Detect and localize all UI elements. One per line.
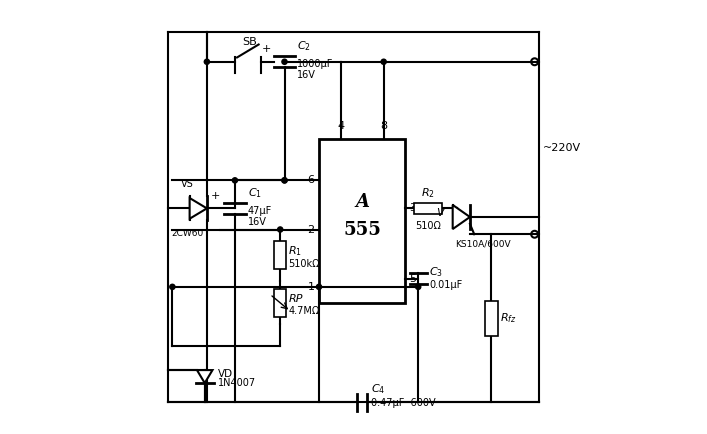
Circle shape (233, 178, 238, 183)
Text: SB: SB (243, 36, 257, 47)
Text: $R_{fz}$: $R_{fz}$ (500, 312, 517, 325)
Text: VS: VS (181, 179, 194, 189)
Text: 1: 1 (308, 282, 315, 292)
Text: 8: 8 (380, 121, 387, 131)
Circle shape (282, 178, 287, 183)
Circle shape (381, 59, 386, 64)
Bar (319, 139, 405, 303)
Circle shape (282, 178, 287, 183)
Text: A: A (355, 193, 369, 210)
Text: 2: 2 (308, 224, 315, 234)
Circle shape (416, 284, 421, 289)
Text: 5: 5 (409, 274, 416, 284)
Text: 510kΩ: 510kΩ (288, 259, 320, 269)
Bar (485, 301, 498, 335)
Text: VD: VD (218, 369, 233, 379)
Polygon shape (452, 205, 470, 229)
Text: +: + (262, 44, 271, 54)
Text: 1N4007: 1N4007 (218, 378, 256, 388)
Text: 1000μF: 1000μF (298, 59, 334, 69)
Circle shape (317, 284, 322, 289)
Text: 555: 555 (343, 220, 381, 239)
Circle shape (278, 227, 283, 232)
Circle shape (170, 284, 175, 289)
Text: ~220V: ~220V (543, 143, 581, 153)
Text: $R_1$: $R_1$ (288, 244, 303, 258)
Text: $C_4$: $C_4$ (370, 383, 385, 396)
Circle shape (204, 59, 209, 64)
Polygon shape (197, 370, 213, 383)
Text: +: + (211, 191, 220, 201)
Text: $C_2$: $C_2$ (298, 39, 311, 53)
Circle shape (282, 59, 287, 64)
Text: $C_3$: $C_3$ (429, 265, 443, 279)
Text: 16V: 16V (248, 217, 267, 227)
Text: 6: 6 (308, 175, 315, 185)
Text: V: V (436, 208, 444, 218)
Text: RP: RP (288, 293, 303, 303)
Text: 0.01μF: 0.01μF (429, 280, 462, 290)
Text: 16V: 16V (298, 70, 316, 80)
Text: 4: 4 (337, 121, 344, 131)
Bar (414, 203, 442, 214)
Bar (274, 289, 286, 317)
Text: KS10A/600V: KS10A/600V (455, 240, 510, 248)
Text: 0.47μF  600V: 0.47μF 600V (370, 398, 436, 408)
Text: 3: 3 (409, 203, 416, 213)
Bar (274, 241, 286, 270)
Text: 47μF: 47μF (248, 206, 272, 216)
Text: 4.7MΩ: 4.7MΩ (288, 306, 320, 316)
Polygon shape (189, 198, 207, 219)
Text: $C_1$: $C_1$ (248, 186, 262, 200)
Text: $R_2$: $R_2$ (421, 186, 435, 200)
Text: 510Ω: 510Ω (415, 221, 441, 231)
Text: 2CW60: 2CW60 (171, 229, 204, 238)
